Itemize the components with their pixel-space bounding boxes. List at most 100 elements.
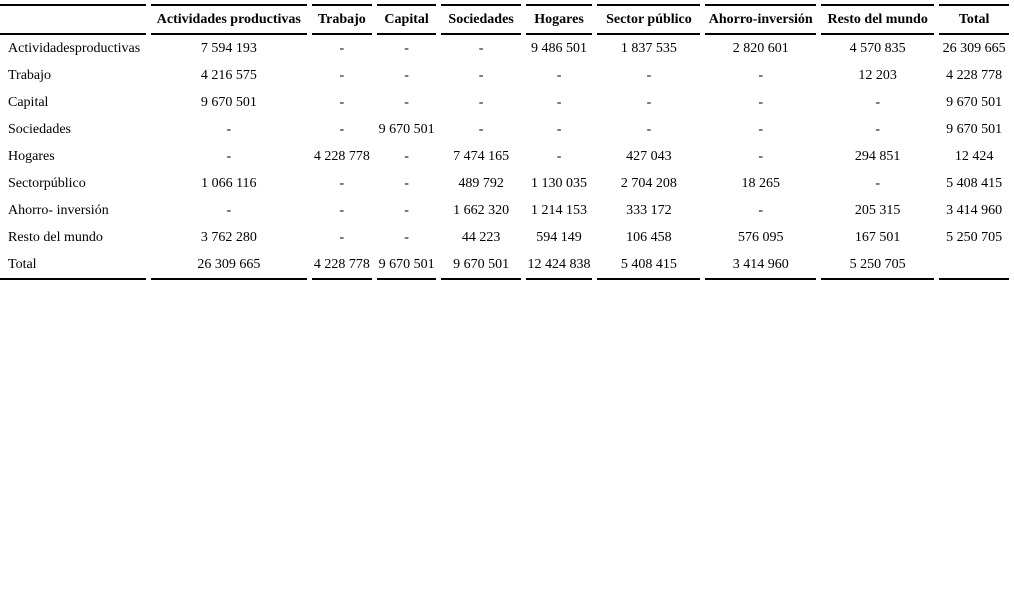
column-header: Ahorro-inversión (705, 4, 817, 35)
data-cell: - (478, 68, 484, 83)
data-cell: 18 265 (741, 176, 780, 191)
table-row: Trabajo 4 216 575 - - - - - - 12 203 4 228 778 (0, 62, 1009, 89)
data-cell: 7 594 193 (200, 41, 257, 56)
data-cell: 9 486 501 (531, 41, 588, 56)
data-cell: 2 704 208 (620, 176, 677, 191)
column-header: Capital (376, 4, 437, 35)
data-cell: - (478, 122, 484, 137)
data-cell: 7 474 165 (453, 149, 510, 164)
data-cell: - (556, 95, 562, 110)
data-cell: 294 851 (854, 149, 901, 164)
data-cell: 12 424 (954, 149, 994, 164)
table-row: Sociedades - - 9 670 501 - - - - - 9 670 501 (0, 116, 1009, 143)
column-header: Actividades productivas (150, 4, 307, 35)
data-cell: 4 570 835 (849, 41, 906, 56)
data-cell: - (478, 41, 484, 56)
data-cell: 5 408 415 (946, 176, 1003, 191)
data-cell: 489 792 (458, 176, 504, 191)
data-cell: - (404, 203, 409, 218)
data-cell: - (556, 122, 562, 137)
data-cell: - (339, 95, 345, 110)
data-cell: 12 424 838 (525, 251, 593, 280)
data-cell: - (226, 203, 232, 218)
data-cell: 594 149 (536, 230, 582, 245)
data-cell: - (556, 68, 562, 83)
data-cell: - (339, 122, 345, 137)
data-cell: 3 414 960 (705, 251, 817, 280)
data-cell: - (404, 95, 409, 110)
table-row: Hogares - 4 228 778 - 7 474 165 - 427 043 - 294 … (0, 143, 1009, 170)
table-row: Actividadesproductivas 7 594 193 - - - 9 486 … (0, 35, 1009, 62)
row-label: Ahorro- inversión (8, 203, 109, 218)
data-cell: 1 066 116 (201, 176, 257, 191)
data-cell: 4 228 778 (311, 251, 372, 280)
column-header: Sociedades (441, 4, 521, 35)
table-row: Capital 9 670 501 - - - - - - - 9 670 501 (0, 89, 1009, 116)
column-header: Trabajo (311, 4, 372, 35)
data-cell: 26 309 665 (942, 41, 1006, 56)
data-cell: - (339, 203, 345, 218)
data-cell: 205 315 (854, 203, 901, 218)
data-cell: - (758, 203, 764, 218)
data-cell: - (875, 122, 880, 137)
table-body: Actividadesproductivas 7 594 193 - - - 9 486 … (0, 35, 1009, 280)
table-row: Resto del mundo 3 762 280 - - 44 223 594 149 1… (0, 224, 1009, 251)
data-cell: - (646, 68, 652, 83)
data-cell: - (758, 68, 764, 83)
data-cell: 9 670 501 (200, 95, 257, 110)
data-cell: - (404, 41, 409, 56)
data-cell: 4 216 575 (200, 68, 257, 83)
data-cell: - (339, 230, 345, 245)
data-cell: 9 670 501 (946, 95, 1003, 110)
row-label: Total (0, 251, 146, 280)
table-row: Ahorro- inversión - - - 1 662 320 1 214 153 33… (0, 197, 1009, 224)
column-header: Resto del mundo (821, 4, 935, 35)
data-cell: - (758, 95, 764, 110)
table-row: Total 26 309 665 4 228 778 9 670 501 9 670 5… (0, 251, 1009, 280)
data-cell: 5 408 415 (597, 251, 701, 280)
row-label: Resto del mundo (8, 230, 103, 245)
row-label: Sectorpúblico (8, 176, 86, 191)
table-row: Sectorpúblico 1 066 116 - - 489 792 1 130 035… (0, 170, 1009, 197)
data-cell: 1 130 035 (531, 176, 588, 191)
data-cell: - (339, 68, 345, 83)
data-cell: 4 228 778 (946, 68, 1003, 83)
matrix-table: Actividades productivas Trabajo Capital Soc… (0, 4, 1014, 280)
data-cell: 1 837 535 (620, 41, 677, 56)
row-label: Trabajo (8, 68, 52, 83)
data-cell: 5 250 705 (946, 230, 1003, 245)
data-cell: 427 043 (626, 149, 672, 164)
data-cell: - (875, 176, 880, 191)
data-cell: 576 095 (737, 230, 784, 245)
data-cell: - (339, 41, 345, 56)
data-cell: 12 203 (858, 68, 897, 83)
data-cell: 1 662 320 (453, 203, 510, 218)
data-cell: 3 762 280 (200, 230, 257, 245)
data-cell: - (339, 176, 345, 191)
data-cell: - (226, 149, 232, 164)
data-cell: - (404, 68, 409, 83)
data-cell: 4 228 778 (313, 149, 370, 164)
data-cell: - (875, 95, 880, 110)
data-cell: 333 172 (626, 203, 672, 218)
data-cell: 26 309 665 (150, 251, 307, 280)
data-cell: - (646, 122, 652, 137)
row-label: Hogares (8, 149, 55, 164)
data-cell: - (556, 149, 562, 164)
column-header: Sector público (597, 4, 701, 35)
data-cell: 167 501 (854, 230, 901, 245)
row-label: Sociedades (8, 122, 71, 137)
column-header: Hogares (525, 4, 593, 35)
data-cell: - (758, 122, 764, 137)
corner-header-cell (0, 4, 146, 35)
data-cell: 5 250 705 (821, 251, 935, 280)
data-cell: 9 670 501 (441, 251, 521, 280)
document-page: Actividades productivas Trabajo Capital Soc… (0, 4, 1014, 610)
data-cell: 2 820 601 (732, 41, 789, 56)
data-cell: - (404, 230, 409, 245)
data-cell: - (404, 176, 409, 191)
data-cell: 9 670 501 (378, 122, 435, 137)
row-label: Actividadesproductivas (8, 41, 141, 56)
data-cell: - (478, 95, 484, 110)
column-header: Total (939, 4, 1009, 35)
